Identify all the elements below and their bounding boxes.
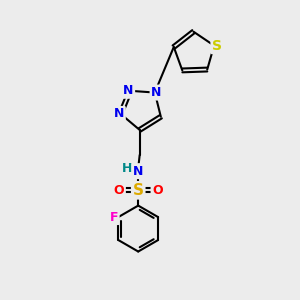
Text: O: O <box>152 184 163 197</box>
Text: N: N <box>123 84 134 97</box>
Text: S: S <box>212 39 222 52</box>
Text: H: H <box>122 162 132 175</box>
Text: S: S <box>133 183 144 198</box>
Text: F: F <box>110 211 118 224</box>
Text: N: N <box>114 107 124 120</box>
Text: N: N <box>133 165 143 178</box>
Text: N: N <box>151 86 161 99</box>
Text: O: O <box>114 184 124 197</box>
